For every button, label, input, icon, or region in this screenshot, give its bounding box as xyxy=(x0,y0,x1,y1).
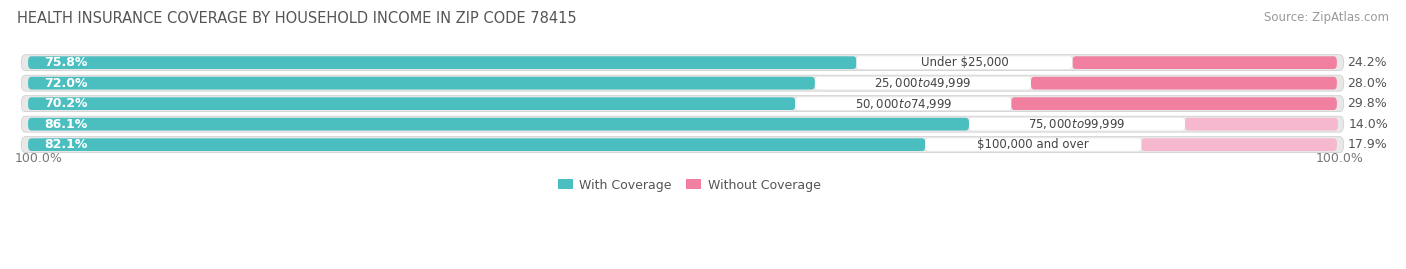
Text: 100.0%: 100.0% xyxy=(1315,152,1362,165)
FancyBboxPatch shape xyxy=(28,56,856,69)
FancyBboxPatch shape xyxy=(1011,97,1337,110)
Text: 14.0%: 14.0% xyxy=(1348,118,1388,131)
Text: 100.0%: 100.0% xyxy=(15,152,63,165)
Text: $50,000 to $74,999: $50,000 to $74,999 xyxy=(855,97,952,111)
Text: HEALTH INSURANCE COVERAGE BY HOUSEHOLD INCOME IN ZIP CODE 78415: HEALTH INSURANCE COVERAGE BY HOUSEHOLD I… xyxy=(17,11,576,26)
FancyBboxPatch shape xyxy=(969,118,1185,130)
Text: 29.8%: 29.8% xyxy=(1347,97,1388,110)
FancyBboxPatch shape xyxy=(1031,77,1337,90)
Text: 72.0%: 72.0% xyxy=(44,77,87,90)
FancyBboxPatch shape xyxy=(28,138,925,151)
FancyBboxPatch shape xyxy=(28,97,796,110)
FancyBboxPatch shape xyxy=(925,138,1142,151)
Text: Under $25,000: Under $25,000 xyxy=(921,56,1008,69)
FancyBboxPatch shape xyxy=(815,77,1031,90)
Text: 17.9%: 17.9% xyxy=(1347,138,1388,151)
FancyBboxPatch shape xyxy=(1142,138,1337,151)
Legend: With Coverage, Without Coverage: With Coverage, Without Coverage xyxy=(553,174,825,197)
FancyBboxPatch shape xyxy=(28,77,815,90)
Text: $75,000 to $99,999: $75,000 to $99,999 xyxy=(1028,117,1126,131)
Text: 24.2%: 24.2% xyxy=(1347,56,1386,69)
FancyBboxPatch shape xyxy=(856,56,1073,69)
Text: 28.0%: 28.0% xyxy=(1347,77,1388,90)
FancyBboxPatch shape xyxy=(28,118,969,130)
Text: 70.2%: 70.2% xyxy=(44,97,87,110)
FancyBboxPatch shape xyxy=(1073,56,1337,69)
FancyBboxPatch shape xyxy=(21,137,1343,153)
FancyBboxPatch shape xyxy=(21,55,1343,71)
Text: 82.1%: 82.1% xyxy=(44,138,87,151)
FancyBboxPatch shape xyxy=(21,96,1343,112)
Text: $25,000 to $49,999: $25,000 to $49,999 xyxy=(875,76,972,90)
Text: $100,000 and over: $100,000 and over xyxy=(977,138,1090,151)
Text: 75.8%: 75.8% xyxy=(44,56,87,69)
Text: 86.1%: 86.1% xyxy=(44,118,87,131)
FancyBboxPatch shape xyxy=(1185,118,1339,130)
FancyBboxPatch shape xyxy=(21,75,1343,91)
FancyBboxPatch shape xyxy=(21,116,1343,132)
FancyBboxPatch shape xyxy=(796,97,1011,110)
Text: Source: ZipAtlas.com: Source: ZipAtlas.com xyxy=(1264,11,1389,24)
